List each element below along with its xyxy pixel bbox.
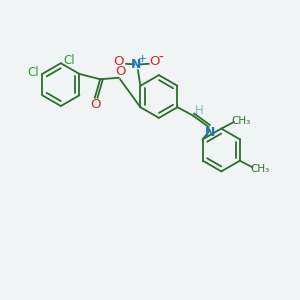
Text: CH₃: CH₃	[232, 116, 251, 126]
Text: -: -	[159, 51, 164, 65]
Text: O: O	[113, 55, 124, 68]
Text: H: H	[194, 104, 203, 117]
Text: CH₃: CH₃	[250, 164, 269, 174]
Text: Cl: Cl	[28, 66, 39, 79]
Text: Cl: Cl	[63, 54, 75, 67]
Text: N: N	[205, 126, 215, 139]
Text: N: N	[131, 58, 142, 71]
Text: O: O	[115, 65, 125, 78]
Text: +: +	[138, 54, 147, 64]
Text: O: O	[149, 55, 159, 68]
Text: O: O	[90, 98, 101, 111]
